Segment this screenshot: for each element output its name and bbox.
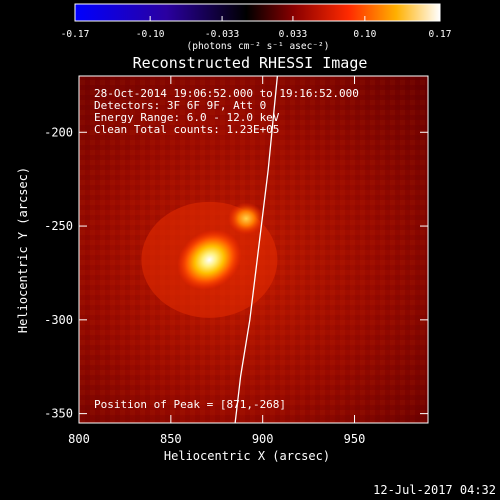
x-tick-label: 800 — [68, 432, 90, 446]
chart-title: Reconstructed RHESSI Image — [133, 54, 368, 72]
y-tick-label: -200 — [44, 125, 73, 139]
y-axis: -200 -250 -300 -350 — [44, 125, 428, 421]
colorbar-tick-label: 0.10 — [353, 29, 376, 40]
annotation-energy-range: Energy Range: 6.0 - 12.0 keV — [94, 111, 280, 124]
x-tick-label: 950 — [344, 432, 366, 446]
timestamp-label: 12-Jul-2017 04:32 — [373, 483, 496, 497]
colorbar-frame — [74, 3, 441, 22]
y-tick-label: -250 — [44, 219, 73, 233]
colorbar-ticks: -0.17 -0.10 -0.033 0.033 0.10 0.17 — [61, 16, 452, 40]
annotation-clean-total-counts: Clean Total counts: 1.23E+05 — [94, 123, 279, 136]
x-tick-label: 900 — [252, 432, 274, 446]
peak-position-label: Position of Peak = [871,-268] — [94, 398, 286, 411]
image-area — [79, 76, 428, 423]
y-tick-label: -350 — [44, 407, 73, 421]
annotation-detectors: Detectors: 3F 6F 9F, Att 0 — [94, 99, 266, 112]
y-tick-label: -300 — [44, 313, 73, 327]
peak-source — [177, 229, 242, 290]
secondary-source — [228, 202, 265, 235]
colorbar-units-label: (photons cm⁻² s⁻¹ asec⁻²) — [187, 41, 330, 52]
colorbar-strip — [75, 4, 440, 21]
colorbar-tick-label: 0.17 — [429, 29, 452, 40]
sources-layer — [141, 201, 278, 318]
colorbar-tick-label: -0.033 — [205, 29, 239, 40]
x-axis: 800 850 900 950 — [68, 76, 365, 446]
annotation-time-range: 28-Oct-2014 19:06:52.000 to 19:16:52.000 — [94, 87, 359, 100]
x-tick-label: 850 — [160, 432, 182, 446]
image-annotations: 28-Oct-2014 19:06:52.000 to 19:16:52.000… — [94, 87, 359, 136]
x-axis-label: Heliocentric X (arcsec) — [164, 449, 330, 463]
colorbar-tick-label: -0.10 — [136, 29, 165, 40]
solar-limb-curve — [234, 76, 279, 423]
colorbar-tick-label: 0.033 — [279, 29, 308, 40]
plot-frame — [78, 75, 429, 424]
y-axis-label: Heliocentric Y (arcsec) — [16, 167, 30, 333]
colorbar-tick-label: -0.17 — [61, 29, 90, 40]
